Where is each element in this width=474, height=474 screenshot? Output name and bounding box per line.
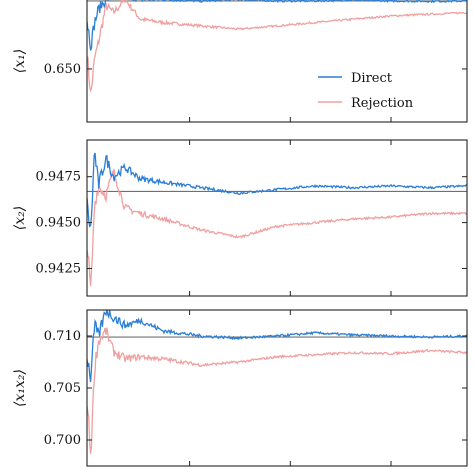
y-axis-label: ⟨x₁x₂⟩ (12, 369, 28, 407)
series-line-rejection (87, 327, 467, 454)
series-line-direct (87, 152, 467, 228)
series-line-rejection (87, 0, 467, 93)
axes-frame (86, 139, 468, 297)
axes-frame (86, 0, 468, 123)
y-axis-label: ⟨x₂⟩ (12, 206, 28, 230)
series-line-direct (87, 310, 467, 382)
legend: Direct Rejection (318, 71, 414, 111)
y-tick-label: 0.9475 (36, 170, 82, 185)
panel-x1: 0.650 ⟨x₁⟩ (12, 0, 468, 123)
legend-label-direct: Direct (351, 71, 393, 86)
y-axis-label: ⟨x₁⟩ (12, 49, 28, 73)
y-tick-label: 0.650 (44, 62, 81, 77)
y-tick-label: 0.9450 (36, 216, 82, 231)
panel-x2: 0.9475 0.9450 0.9425 ⟨x₂⟩ (12, 139, 468, 297)
y-tick-label: 0.9425 (36, 261, 82, 276)
y-tick-label: 0.705 (44, 381, 81, 396)
axes-frame (86, 309, 468, 467)
legend-label-rejection: Rejection (351, 96, 414, 111)
series-line-direct (87, 0, 467, 51)
panel-x1x2: 0.710 0.705 0.700 ⟨x₁x₂⟩ (12, 309, 468, 467)
series-line-rejection (87, 168, 467, 287)
y-tick-label: 0.700 (44, 433, 81, 448)
y-tick-label: 0.710 (44, 329, 81, 344)
